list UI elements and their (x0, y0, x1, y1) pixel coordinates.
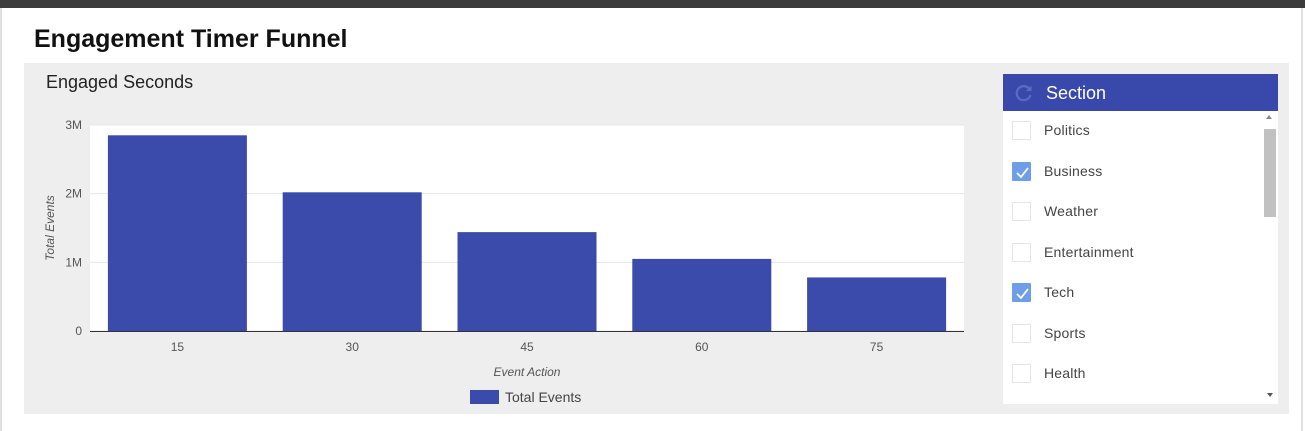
scroll-up-arrow-icon[interactable] (1266, 115, 1272, 119)
chart-title: Engaged Seconds (46, 72, 193, 92)
checkbox[interactable] (1012, 243, 1031, 262)
legend-label: Total Events (505, 389, 581, 405)
filter-item[interactable]: Business (1003, 154, 1263, 190)
page-title: Engagement Timer Funnel (34, 25, 348, 53)
filter-item-label: Business (1044, 163, 1103, 179)
filter-item-label: Tech (1044, 284, 1075, 300)
filter-header[interactable]: Section (1003, 74, 1278, 111)
bar (632, 258, 772, 331)
scroll-down-arrow-icon[interactable] (1267, 393, 1273, 397)
scrollbar[interactable] (1263, 111, 1278, 404)
filter-title: Section (1046, 83, 1107, 103)
x-axis-label: Event Action (494, 365, 561, 379)
left-border (0, 8, 2, 431)
top-bar (0, 0, 1305, 8)
filter-item-label: Politics (1044, 122, 1090, 138)
filter-item[interactable]: Health (1003, 356, 1263, 392)
filter-item-label: Health (1044, 365, 1086, 381)
filter-list: Politics Business Weather Entertainment Tech… (1003, 111, 1263, 404)
filter-item-label: Weather (1044, 203, 1099, 219)
filter-item[interactable]: Entertainment (1003, 235, 1263, 271)
right-border (1301, 8, 1303, 431)
scroll-thumb[interactable] (1264, 129, 1276, 217)
checkbox[interactable] (1012, 121, 1031, 140)
x-tick-label: 30 (346, 340, 360, 354)
x-tick-label: 15 (171, 340, 185, 354)
filter-item[interactable]: Weather (1003, 194, 1263, 230)
bar (457, 232, 597, 331)
filter-item-label: Sports (1044, 325, 1086, 341)
refresh-icon[interactable] (1014, 83, 1034, 103)
y-tick-label: 2M (65, 187, 82, 201)
check-icon (1016, 288, 1029, 300)
y-tick-label: 0 (75, 324, 82, 338)
filter-item[interactable]: Tech (1003, 275, 1263, 311)
checkbox[interactable] (1012, 162, 1031, 181)
y-tick-label: 3M (65, 118, 82, 132)
bar (107, 135, 247, 331)
y-axis-label: Total Events (43, 195, 57, 261)
x-tick-label: 75 (870, 340, 884, 354)
filter-item-label: Entertainment (1044, 244, 1134, 260)
filter-item[interactable]: Sports (1003, 316, 1263, 352)
bar-chart: 0 1M 2M 3M 15 30 45 60 75 Engaged Seconds Event Ac… (43, 72, 964, 405)
y-tick-label: 1M (65, 255, 82, 269)
checkbox[interactable] (1012, 364, 1031, 383)
legend-swatch (470, 390, 499, 404)
section-filter: Section Politics Business Weather Entertain… (1003, 74, 1278, 404)
filter-item[interactable]: Politics (1003, 113, 1263, 149)
bar (282, 192, 422, 331)
check-icon (1016, 167, 1029, 179)
x-tick-label: 45 (520, 340, 534, 354)
checkbox[interactable] (1012, 202, 1031, 221)
checkbox[interactable] (1012, 324, 1031, 343)
checkbox[interactable] (1012, 283, 1031, 302)
x-tick-label: 60 (695, 340, 709, 354)
bar (807, 277, 947, 331)
